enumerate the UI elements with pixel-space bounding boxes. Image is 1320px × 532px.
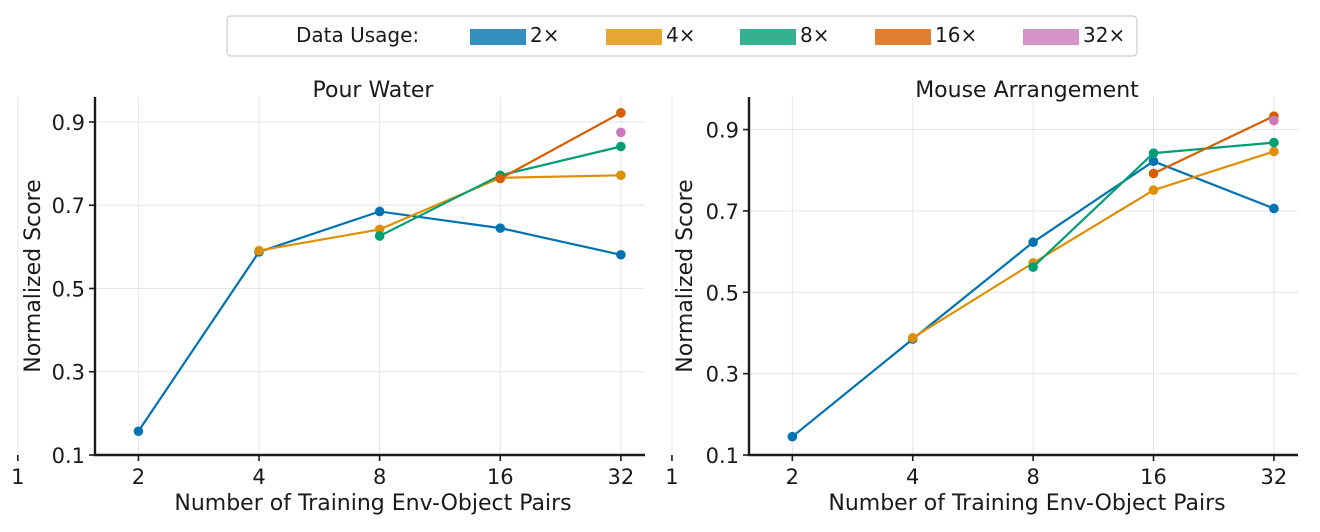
x-tick-label: 16 <box>1140 465 1167 489</box>
x-tick-label: 8 <box>373 465 386 489</box>
data-point <box>254 245 264 256</box>
legend-label-2: 8× <box>800 23 829 47</box>
y-tick-label: 0.5 <box>706 281 739 305</box>
x-tick-label: 4 <box>906 465 919 489</box>
series-line <box>258 174 621 252</box>
y-tick-label: 0.5 <box>52 277 85 301</box>
data-point <box>1269 146 1279 157</box>
x-tick-label: 2 <box>786 465 799 489</box>
y-axis-label: Normalized Score <box>21 179 46 372</box>
data-point <box>1028 262 1038 272</box>
legend-swatch-0 <box>470 29 526 45</box>
legend-label-1: 4× <box>666 23 695 47</box>
y-tick-label: 0.7 <box>52 194 85 218</box>
data-point <box>1148 156 1159 167</box>
data-point <box>1148 185 1159 195</box>
legend: Data Usage: 2× 4× 8× 16× 32× <box>226 15 1138 57</box>
data-point <box>787 431 798 442</box>
data-point <box>374 224 385 235</box>
data-point <box>1028 237 1038 248</box>
data-point <box>1269 203 1279 214</box>
series-8x <box>1028 137 1279 272</box>
data-point <box>374 231 385 241</box>
data-point <box>616 170 626 181</box>
series-line <box>912 150 1275 339</box>
legend-swatch-2 <box>740 29 796 45</box>
x-tick-label: 2 <box>132 465 145 489</box>
series-16x <box>495 108 626 184</box>
x-tick-label: 1 <box>11 465 24 489</box>
data-point <box>907 333 918 343</box>
legend-label-4: 32× <box>1083 23 1125 47</box>
chart-pour-water: 1 2 4 8 16 32 0.1 0.3 0.5 0.7 0.9 Pour Water Number … <box>11 78 645 516</box>
data-point <box>1148 168 1159 179</box>
y-tick-label: 0.9 <box>706 119 739 143</box>
x-axis-label: Number of Training Env-Object Pairs <box>828 491 1225 516</box>
series-32x <box>1269 115 1279 126</box>
legend-entries: 2× 4× 8× 16× 32× <box>470 23 1125 47</box>
legend-swatch-1 <box>606 29 662 45</box>
series-line <box>499 111 622 180</box>
data-point <box>1269 137 1279 148</box>
series-32x <box>616 127 626 138</box>
data-point <box>374 206 385 217</box>
data-point <box>1148 148 1159 158</box>
data-point <box>1269 115 1279 126</box>
x-tick-label: 8 <box>1026 465 1039 489</box>
data-point <box>495 223 506 233</box>
data-point <box>495 173 506 184</box>
x-tick-label: 4 <box>252 465 265 489</box>
y-tick-label: 0.3 <box>52 361 85 385</box>
data-point <box>616 127 626 138</box>
x-axis-label: Number of Training Env-Object Pairs <box>174 491 571 516</box>
legend-swatch-3 <box>875 29 931 45</box>
legend-swatch-4 <box>1023 29 1079 45</box>
series-line <box>1153 115 1275 175</box>
legend-label-3: 16× <box>935 23 977 47</box>
chart-mouse-arrangement: 1 2 4 8 16 32 0.1 0.3 0.5 0.7 0.9 Mouse Arrangement… <box>665 78 1298 516</box>
series-4x <box>907 146 1279 343</box>
y-tick-label: 0.1 <box>52 444 85 468</box>
chart-title: Pour Water <box>313 78 435 103</box>
y-axis-label: Normalized Score <box>673 179 698 372</box>
y-tick-label: 0.1 <box>706 444 739 468</box>
x-tick-label: 32 <box>608 465 635 489</box>
y-tick-label: 0.7 <box>706 200 739 224</box>
data-point <box>616 249 626 260</box>
legend-frame <box>226 15 1138 57</box>
x-tick-label: 1 <box>665 465 678 489</box>
data-point <box>133 426 144 437</box>
y-tick-label: 0.3 <box>706 363 739 387</box>
legend-label-0: 2× <box>530 23 559 47</box>
x-tick-label: 32 <box>1261 465 1288 489</box>
data-point <box>616 108 626 118</box>
legend-title: Data Usage: <box>296 23 419 47</box>
chart-title: Mouse Arrangement <box>915 78 1139 103</box>
y-tick-label: 0.9 <box>52 111 85 135</box>
data-point <box>616 141 626 152</box>
x-tick-label: 16 <box>487 465 514 489</box>
